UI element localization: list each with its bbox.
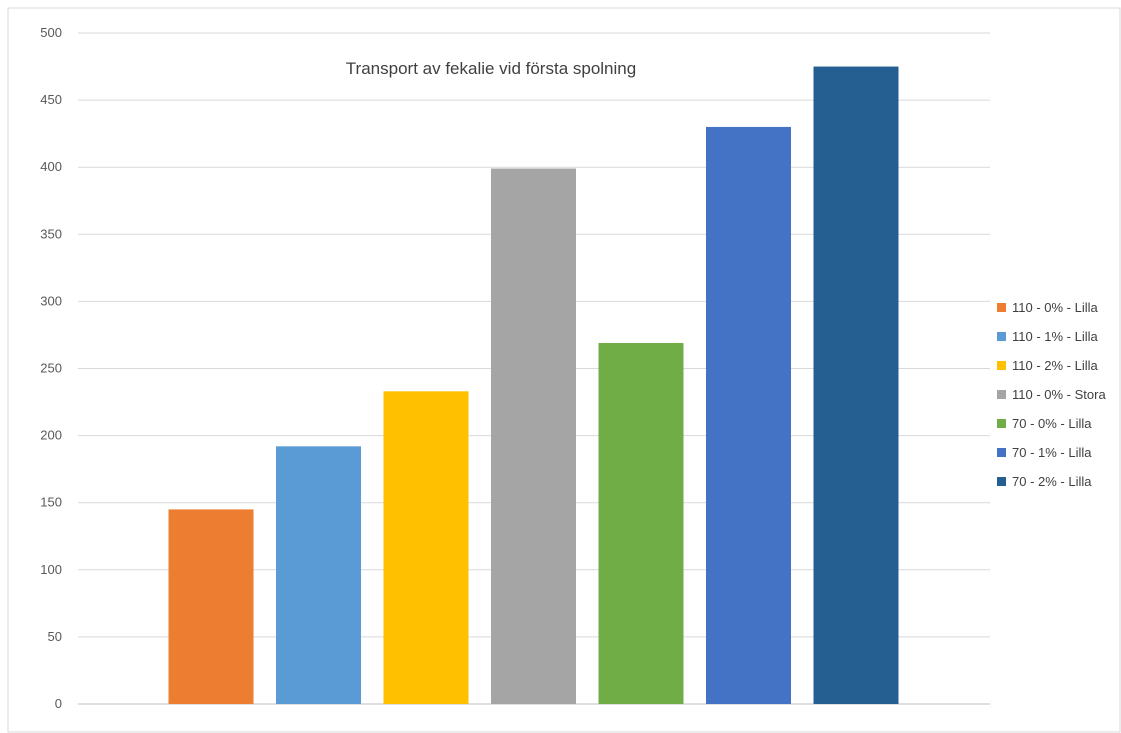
bar xyxy=(383,391,469,704)
bar xyxy=(706,126,791,704)
y-tick-label: 450 xyxy=(40,92,62,107)
bars xyxy=(168,66,899,705)
legend-label: 110 - 0% - Stora xyxy=(1012,387,1106,402)
y-tick-label: 500 xyxy=(40,25,62,40)
y-tick-label: 350 xyxy=(40,226,62,241)
y-tick-label: 250 xyxy=(40,361,62,376)
y-tick-label: 0 xyxy=(55,696,62,711)
y-tick-label: 300 xyxy=(40,293,62,308)
bar xyxy=(168,509,254,704)
y-tick-label: 150 xyxy=(40,495,62,510)
legend-swatch xyxy=(997,332,1006,341)
legend-label: 110 - 0% - Lilla xyxy=(1012,300,1099,315)
legend-label: 70 - 0% - Lilla xyxy=(1012,416,1092,431)
y-tick-label: 50 xyxy=(48,629,62,644)
legend-swatch xyxy=(997,419,1006,428)
legend: 110 - 0% - Lilla 110 - 1% - Lilla 110 - 2%… xyxy=(997,300,1106,489)
legend-swatch xyxy=(997,361,1006,370)
bar xyxy=(813,66,899,705)
legend-swatch xyxy=(997,390,1006,399)
legend-swatch xyxy=(997,477,1006,486)
bar xyxy=(276,446,361,704)
legend-swatch xyxy=(997,448,1006,457)
y-axis-tick-labels: 0 50 100 150 200 250 300 350 400 450 500 xyxy=(40,25,62,711)
legend-label: 70 - 1% - Lilla xyxy=(1012,445,1092,460)
legend-label: 110 - 1% - Lilla xyxy=(1012,329,1099,344)
chart-title: Transport av fekalie vid första spolning xyxy=(346,59,636,78)
legend-label: 70 - 2% - Lilla xyxy=(1012,474,1092,489)
y-tick-label: 100 xyxy=(40,562,62,577)
legend-label: 110 - 2% - Lilla xyxy=(1012,358,1099,373)
legend-swatch xyxy=(997,303,1006,312)
y-tick-label: 200 xyxy=(40,428,62,443)
y-tick-label: 400 xyxy=(40,159,62,174)
bar xyxy=(598,343,684,704)
bar xyxy=(491,168,576,705)
